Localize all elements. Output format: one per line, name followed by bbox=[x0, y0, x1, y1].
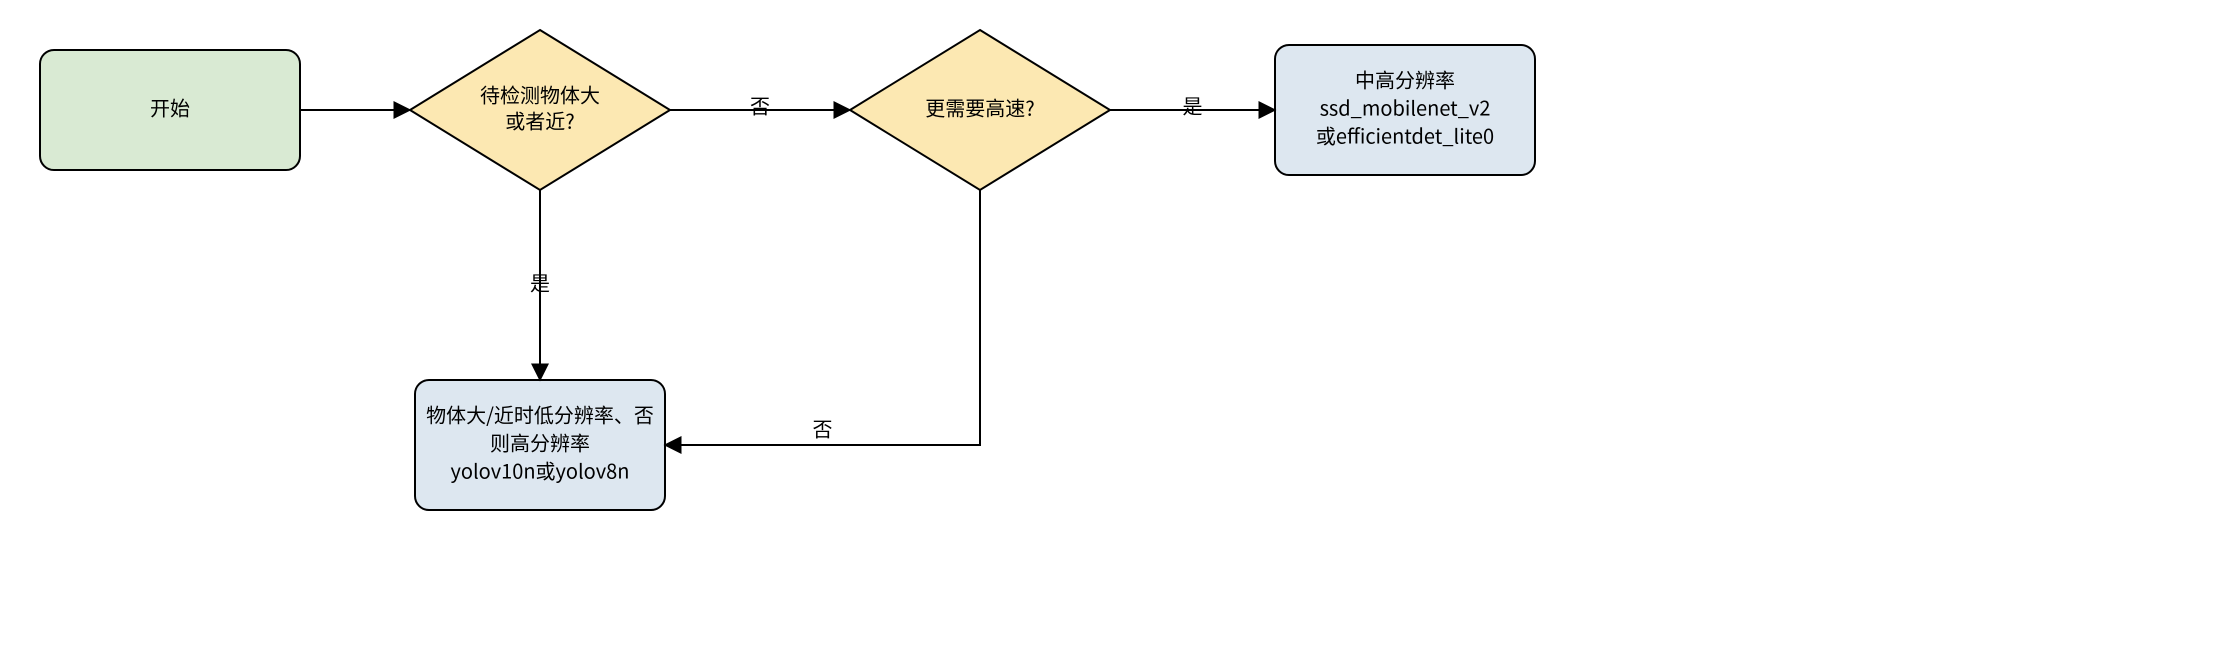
process-yolo-label: 物体大/近时低分辨率、否 bbox=[426, 399, 654, 428]
process-ssd-effdet-label: ssd_mobilenet_v2 bbox=[1320, 92, 1491, 121]
process-yolo-label: yolov10n或yolov8n bbox=[451, 455, 630, 484]
edge-d1-p1-label: 是 bbox=[530, 267, 550, 296]
start-node: 开始 bbox=[40, 50, 300, 170]
decision-need-speed: 更需要高速? bbox=[850, 30, 1110, 190]
process-ssd-effdet-label: 或efficientdet_lite0 bbox=[1316, 120, 1494, 149]
edge-d2-p1-label: 否 bbox=[813, 413, 833, 442]
decision-object-size: 待检测物体大或者近? bbox=[410, 30, 670, 190]
edge-d2-p2-label: 是 bbox=[1183, 90, 1203, 119]
process-ssd-effdet: 中高分辨率ssd_mobilenet_v2或efficientdet_lite0 bbox=[1275, 45, 1535, 175]
process-yolo-label: 则高分辨率 bbox=[490, 427, 590, 456]
decision-object-size-label: 待检测物体大 bbox=[480, 79, 600, 108]
edge-d2-to-p1 bbox=[665, 190, 980, 445]
start-label: 开始 bbox=[150, 92, 190, 121]
process-yolo: 物体大/近时低分辨率、否则高分辨率yolov10n或yolov8n bbox=[415, 380, 665, 510]
flowchart: 开始 待检测物体大或者近? 更需要高速? 物体大/近时低分辨率、否则高分辨率yolov… bbox=[0, 0, 2220, 656]
process-ssd-effdet-label: 中高分辨率 bbox=[1355, 64, 1455, 93]
edge-d1-d2-label: 否 bbox=[750, 90, 770, 119]
decision-need-speed-label: 更需要高速? bbox=[925, 92, 1034, 121]
decision-object-size-label: 或者近? bbox=[505, 105, 574, 134]
